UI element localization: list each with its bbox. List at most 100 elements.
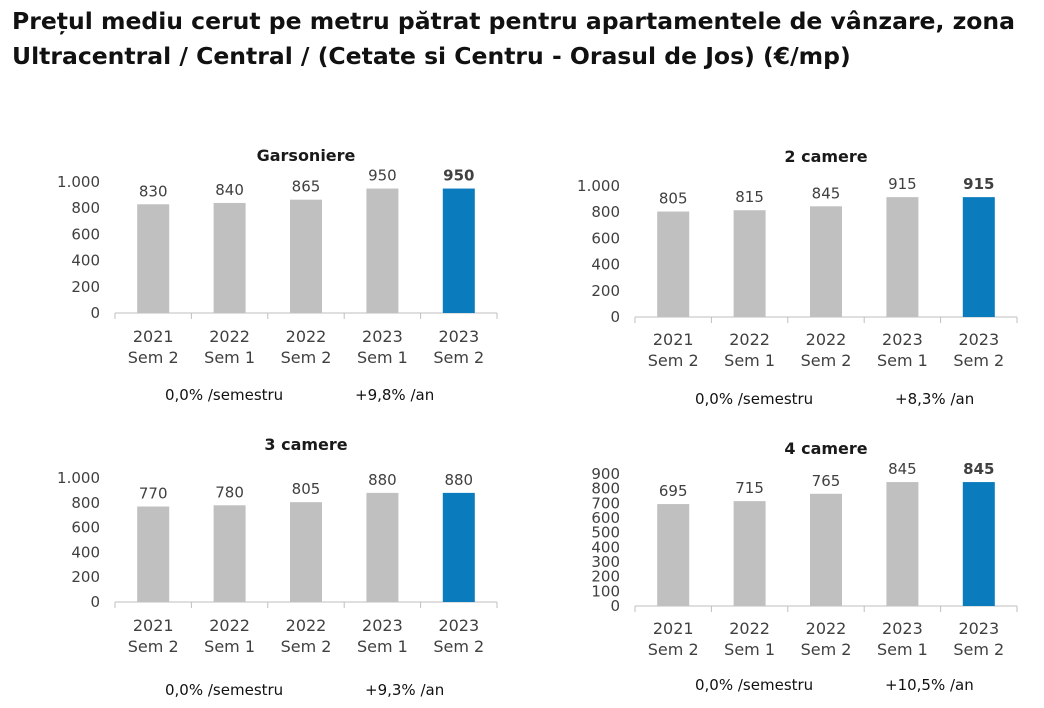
y-tick-label: 200 [71, 568, 100, 586]
x-tick-label-semester: Sem 2 [801, 351, 852, 370]
growth-semester: 0,0% /semestru [695, 676, 813, 694]
bar-2022-sem-2 [290, 199, 322, 313]
x-tick-label-semester: Sem 2 [953, 640, 1004, 659]
y-tick-label: 800 [71, 494, 100, 512]
y-tick-label: 1.000 [57, 173, 100, 191]
data-label: 845 [963, 460, 994, 478]
y-tick-label: 1.000 [57, 469, 100, 487]
x-tick-label-year: 2022 [806, 619, 847, 638]
x-tick-label-year: 2022 [729, 619, 770, 638]
bar-2021-sem-2 [137, 204, 170, 313]
data-label: 840 [215, 181, 244, 199]
chart-garsoniere: Garsoniere 0 200 400 600 800 1.000 830 2021 Sem 2… [57, 146, 498, 404]
x-tick-label-semester: Sem 1 [877, 351, 928, 370]
x-tick-label-year: 2022 [209, 327, 250, 346]
data-label: 830 [139, 182, 168, 200]
x-tick-label-year: 2023 [438, 327, 479, 346]
y-tick-label: 400 [71, 252, 100, 270]
data-label: 880 [444, 471, 473, 489]
data-label: 715 [735, 479, 764, 497]
y-tick-label: 600 [71, 519, 100, 537]
data-label: 780 [215, 483, 244, 501]
bar-2021-sem-2 [657, 504, 690, 606]
bar-2023-sem-1 [366, 492, 399, 602]
x-tick-label-year: 2023 [438, 616, 479, 635]
chart-title: 2 camere [784, 147, 867, 166]
x-tick-label-year: 2023 [958, 330, 999, 349]
bar-2022-sem-2 [810, 206, 842, 317]
y-tick-label: 300 [591, 553, 620, 571]
y-tick-label: 800 [71, 199, 100, 217]
data-label: 865 [292, 178, 321, 196]
data-label: 880 [368, 471, 397, 489]
x-tick-label-year: 2022 [286, 327, 327, 346]
data-label: 765 [812, 472, 841, 490]
bar-2023-sem-1 [886, 482, 919, 606]
chart-3-camere: 3 camere 0 200 400 600 800 1.000 770 2021 Sem 2 78… [57, 435, 498, 699]
y-tick-label: 900 [591, 465, 620, 483]
x-tick-label-semester: Sem 2 [801, 640, 852, 659]
y-tick-label: 600 [71, 225, 100, 243]
x-tick-label-year: 2022 [806, 330, 847, 349]
x-tick-label-year: 2023 [362, 616, 403, 635]
data-label: 915 [963, 175, 994, 193]
x-tick-label-semester: Sem 1 [204, 348, 255, 367]
page-title: Prețul mediu cerut pe metru pătrat pentr… [12, 4, 1032, 74]
y-tick-label: 600 [591, 509, 620, 527]
y-tick-label: 700 [591, 494, 620, 512]
bar-2022-sem-1 [733, 210, 766, 317]
x-tick-label-semester: Sem 2 [953, 351, 1004, 370]
growth-year: +9,8% /an [355, 386, 434, 404]
chart-2-camere: 2 camere 0 200 400 600 800 1.000 805 2021 Sem 2 81… [577, 147, 1018, 408]
x-tick-label-year: 2023 [882, 619, 923, 638]
y-tick-label: 200 [591, 282, 620, 300]
y-tick-label: 400 [591, 538, 620, 556]
y-tick-label: 400 [591, 256, 620, 274]
x-tick-label-semester: Sem 2 [128, 637, 179, 656]
growth-year: +10,5% /an [885, 676, 974, 694]
y-tick-label: 600 [591, 229, 620, 247]
x-tick-label-year: 2022 [286, 616, 327, 635]
x-tick-label-year: 2021 [653, 330, 694, 349]
data-label: 950 [443, 167, 474, 185]
bar-2023-sem-2 [442, 492, 475, 602]
bar-2023-sem-2 [962, 482, 995, 606]
bar-2023-sem-1 [886, 197, 919, 317]
x-tick-label-semester: Sem 1 [724, 351, 775, 370]
y-tick-label: 0 [90, 593, 100, 611]
bar-2021-sem-2 [657, 211, 690, 317]
y-tick-label: 400 [71, 543, 100, 561]
chart-title: 4 camere [784, 439, 867, 458]
x-tick-label-year: 2023 [362, 327, 403, 346]
growth-year: +8,3% /an [895, 390, 974, 408]
y-tick-label: 800 [591, 203, 620, 221]
bar-2023-sem-1 [366, 188, 399, 313]
bar-2022-sem-1 [213, 505, 246, 602]
growth-semester: 0,0% /semestru [695, 390, 813, 408]
x-tick-label-semester: Sem 2 [648, 640, 699, 659]
x-tick-label-year: 2021 [133, 616, 174, 635]
y-tick-label: 1.000 [577, 177, 620, 195]
growth-year: +9,3% /an [365, 681, 444, 699]
data-label: 815 [735, 188, 764, 206]
page-title-line-1: Prețul mediu cerut pe metru pătrat pentr… [12, 7, 1016, 35]
x-tick-label-year: 2021 [653, 619, 694, 638]
data-label: 845 [888, 460, 917, 478]
x-tick-label-year: 2023 [958, 619, 999, 638]
x-tick-label-semester: Sem 1 [724, 640, 775, 659]
bar-2021-sem-2 [137, 506, 170, 602]
bar-2022-sem-1 [733, 501, 766, 606]
bar-2022-sem-2 [290, 502, 322, 602]
data-label: 805 [292, 480, 321, 498]
x-tick-label-semester: Sem 2 [433, 637, 484, 656]
x-tick-label-semester: Sem 1 [357, 637, 408, 656]
x-tick-label-year: 2022 [729, 330, 770, 349]
bar-2022-sem-1 [213, 202, 246, 313]
x-tick-label-year: 2021 [133, 327, 174, 346]
x-tick-label-semester: Sem 2 [433, 348, 484, 367]
x-tick-label-year: 2022 [209, 616, 250, 635]
y-tick-label: 500 [591, 524, 620, 542]
growth-semester: 0,0% /semestru [165, 681, 283, 699]
bar-2022-sem-2 [810, 493, 842, 606]
